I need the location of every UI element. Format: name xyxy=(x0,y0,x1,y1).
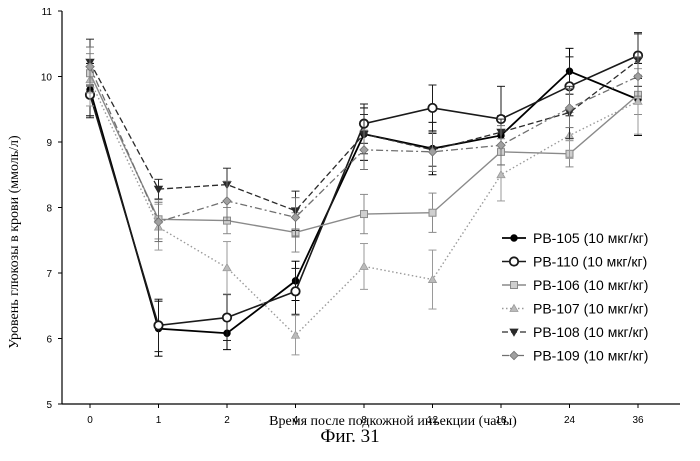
legend-item: PB-105 (10 мкг/кг) xyxy=(502,230,648,246)
marker-triangle xyxy=(290,330,301,339)
marker-diamond xyxy=(427,147,438,157)
y-tick-label: 8 xyxy=(46,204,52,215)
legend-label: PB-109 (10 мкг/кг) xyxy=(533,348,648,364)
x-tick-label: 8 xyxy=(361,415,367,426)
legend-label: PB-107 (10 мкг/кг) xyxy=(533,301,648,317)
marker-diamond xyxy=(222,196,232,206)
x-tick-label: 24 xyxy=(564,415,576,426)
x-tick-label: 2 xyxy=(224,415,230,426)
marker-triangle xyxy=(427,274,438,283)
series-line xyxy=(89,79,639,337)
marker-triangle xyxy=(496,169,506,179)
marker-triangle xyxy=(633,96,643,105)
marker-diamond xyxy=(290,212,301,223)
marker-open-circle xyxy=(508,256,520,267)
x-tick-label: 0 xyxy=(87,415,93,426)
marker-diamond xyxy=(564,103,575,113)
legend-label: PB-108 (10 мкг/кг) xyxy=(533,324,648,340)
marker-open-circle xyxy=(427,102,438,114)
marker-triangle xyxy=(509,303,519,312)
marker-hatched-square xyxy=(360,210,368,219)
x-tick-label: 1 xyxy=(156,415,162,426)
marker-triangle xyxy=(222,262,232,272)
legend-item: PB-107 (10 мкг/кг) xyxy=(502,301,648,317)
x-tick-label: 18 xyxy=(495,415,507,426)
marker-triangle-down xyxy=(509,328,519,337)
marker-diamond xyxy=(496,140,506,151)
y-tick-label: 11 xyxy=(42,7,53,18)
figure-caption: Фиг. 31 xyxy=(320,426,380,447)
legend-label: PB-110 (10 мкг/кг) xyxy=(533,254,647,270)
x-tick-label: 4 xyxy=(293,415,299,426)
x-tick-label: 36 xyxy=(632,415,644,426)
marker-diamond xyxy=(633,71,643,82)
x-ticks: 0 1 2 4 8 12 18 24 36 xyxy=(87,404,644,426)
y-tick-label: 5 xyxy=(46,400,52,411)
marker-open-circle xyxy=(153,320,164,331)
legend-label: PB-106 (10 мкг/кг) xyxy=(533,277,648,293)
series-6 xyxy=(85,46,643,243)
x-tick-label: 12 xyxy=(427,415,439,426)
legend-item: PB-108 (10 мкг/кг) xyxy=(502,324,648,340)
legend-item: PB-109 (10 мкг/кг) xyxy=(502,348,648,364)
marker-open-circle xyxy=(290,286,301,297)
y-tick-label: 6 xyxy=(46,335,52,346)
series-layer xyxy=(84,32,644,357)
marker-hatched-square xyxy=(510,281,518,289)
marker-triangle xyxy=(359,261,369,270)
marker-triangle-down xyxy=(153,185,164,194)
x-axis-label: Время после подкожной инъекции (часы) xyxy=(269,414,517,429)
marker-filled-circle xyxy=(510,234,518,242)
legend-item: PB-110 (10 мкг/кг) xyxy=(502,254,647,270)
y-axis-label: Уровень глюкозы в крови (ммоль/л) xyxy=(7,135,22,349)
marker-diamond xyxy=(359,145,369,155)
marker-open-circle xyxy=(221,312,233,323)
y-tick-label: 10 xyxy=(41,73,53,84)
legend-label: PB-105 (10 мкг/кг) xyxy=(533,230,648,246)
legend: PB-105 (10 мкг/кг) PB-110 (10 мкг/кг) PB-1… xyxy=(502,230,648,364)
marker-diamond xyxy=(509,350,519,361)
legend-item: PB-106 (10 мкг/кг) xyxy=(502,277,648,293)
y-tick-label: 9 xyxy=(46,138,52,149)
marker-diamond xyxy=(85,61,95,72)
marker-hatched-square xyxy=(428,208,437,217)
y-tick-label: 7 xyxy=(46,269,52,280)
y-ticks: 5 6 7 8 9 10 11 xyxy=(41,7,62,411)
marker-diamond xyxy=(153,217,164,227)
